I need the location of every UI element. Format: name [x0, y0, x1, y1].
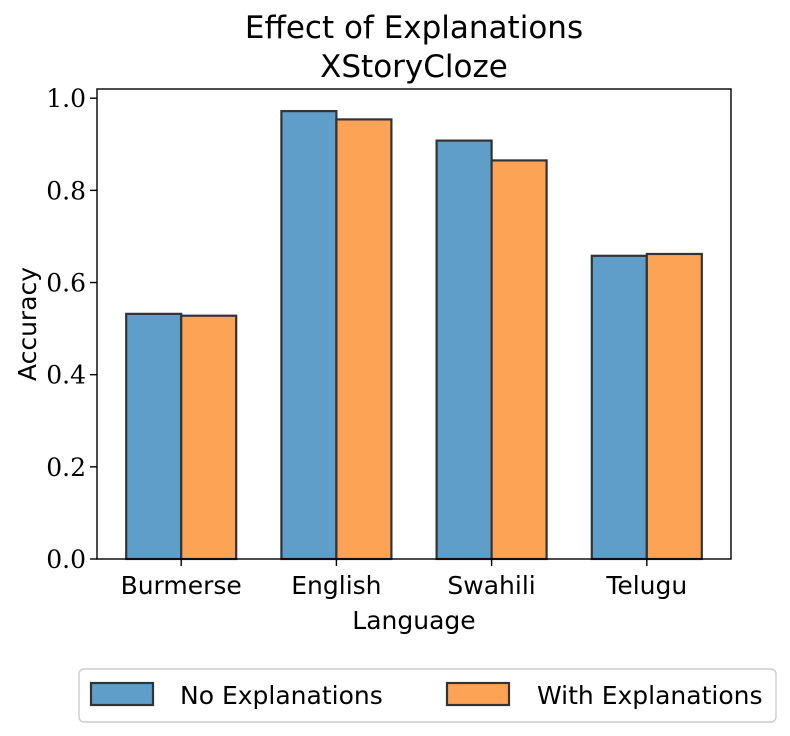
bar-no-explanations-english	[280, 110, 338, 561]
bar-with-explanations-english	[335, 118, 393, 561]
x-axis-ticks: Burmerse English Swahili Telugu	[121, 559, 687, 600]
y-tick-label: 1.0	[46, 84, 86, 113]
x-tick-label-english: English	[291, 571, 381, 600]
y-tick-label: 0.0	[46, 545, 86, 574]
chart-title: Effect of Explanations	[245, 10, 583, 46]
bar-no-explanations-swahili	[435, 139, 493, 561]
plot-frame	[96, 88, 732, 560]
bar-no-explanations-burmerse	[125, 312, 183, 561]
x-axis-label: Language	[352, 606, 475, 635]
x-tick-label-burmerse: Burmerse	[121, 571, 242, 600]
legend-label-with-explanations: With Explanations	[537, 681, 763, 710]
y-tick-label: 0.2	[46, 453, 86, 482]
chart-subtitle: XStoryCloze	[320, 49, 508, 85]
x-tick-label-swahili: Swahili	[447, 571, 535, 600]
bars-group	[125, 110, 703, 561]
y-axis-label: Accuracy	[13, 267, 42, 381]
legend: No Explanations With Explanations	[78, 668, 777, 723]
y-tick-label: 0.4	[46, 361, 86, 390]
bar-with-explanations-swahili	[490, 159, 548, 561]
bar-no-explanations-telugu	[590, 254, 648, 561]
legend-swatch-no-explanations	[89, 681, 155, 707]
legend-label-no-explanations: No Explanations	[180, 681, 383, 710]
legend-swatch-with-explanations	[445, 681, 511, 707]
y-tick-label: 0.8	[46, 176, 86, 205]
bar-with-explanations-telugu	[645, 252, 703, 561]
y-tick-label: 0.6	[46, 269, 86, 298]
legend-frame	[78, 668, 777, 723]
x-tick-label-telugu: Telugu	[605, 571, 687, 600]
bar-with-explanations-burmerse	[180, 314, 238, 561]
y-axis-ticks: 0.0 0.2 0.4 0.6 0.8 1.0	[46, 84, 97, 574]
